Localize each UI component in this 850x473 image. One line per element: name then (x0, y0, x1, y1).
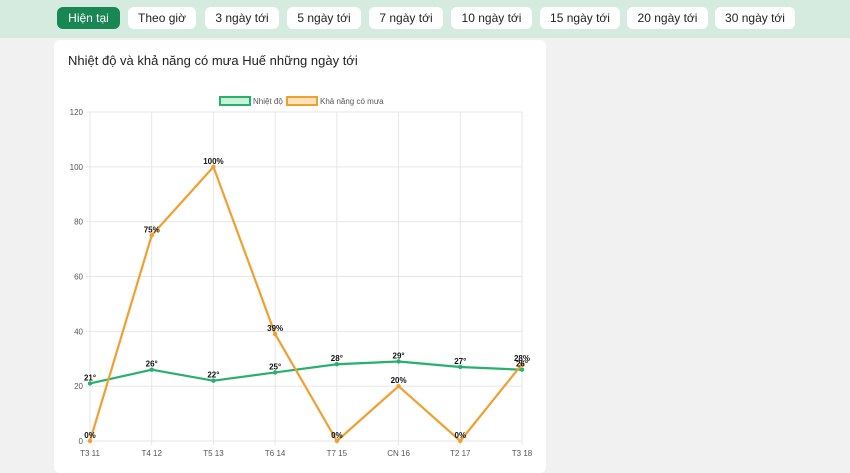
forecast-tab-bar: Hiện tại Theo giờ 3 ngày tới 5 ngày tới … (0, 0, 850, 38)
rain-chance-series-line (88, 165, 523, 443)
rain-chance-point (519, 362, 525, 367)
y-tick-label: 20 (74, 382, 83, 391)
temperature-point (458, 364, 463, 370)
x-tick-label: T4 12 (141, 449, 162, 458)
x-tick-label: CN 16 (387, 449, 410, 458)
chart-grid (86, 111, 523, 445)
tab-hourly[interactable]: Theo giờ (128, 7, 196, 29)
temperature-point (396, 359, 401, 364)
rain-chance-point (272, 331, 278, 337)
rain-chance-point (334, 438, 340, 444)
temperature-point (149, 367, 154, 372)
y-tick-label: 0 (79, 437, 84, 446)
temperature-point (272, 370, 278, 375)
rain-chance-point (458, 438, 463, 444)
tab-20-days[interactable]: 20 ngày tới (627, 7, 708, 29)
rain-chance-point (396, 383, 401, 389)
temperature-point (87, 381, 93, 386)
legend-swatch-temperature[interactable] (219, 96, 251, 106)
temperature-data-label: 26° (146, 360, 158, 369)
rain-chance-data-label: 20% (391, 376, 407, 385)
temperature-series-line (89, 360, 523, 385)
rain-chance-data-label: 0% (331, 431, 343, 440)
temperature-point (519, 367, 525, 372)
temperature-data-label: 26° (516, 360, 528, 369)
rain-chance-point (149, 233, 154, 238)
chart-data-labels: 21° 26° 22° 25° 28° 29° 27° 26° 0% 75% 100% 39% 0% 20… (84, 157, 530, 440)
chart-axes: 0 20 40 60 80 100 120 T3 11 T4 12 T5 13 T6 14 T7 15… (70, 108, 533, 458)
chart-legend: Nhiệt độ Khả năng có mưa (219, 96, 384, 106)
x-tick-label: T3 11 (80, 449, 100, 458)
x-tick-label: T7 15 (327, 449, 348, 458)
tab-15-days[interactable]: 15 ngày tới (540, 7, 620, 29)
x-tick-label: T5 13 (203, 449, 224, 458)
y-tick-label: 40 (74, 327, 83, 336)
tab-10-days[interactable]: 10 ngày tới (451, 7, 532, 29)
temperature-data-label: 21° (84, 373, 96, 382)
rain-chance-data-label: 75% (144, 225, 160, 234)
rain-chance-data-label: 0% (84, 431, 96, 440)
rain-chance-point (87, 438, 93, 444)
tab-current[interactable]: Hiện tại (57, 7, 120, 29)
tab-30-days[interactable]: 30 ngày tới (715, 7, 795, 29)
temperature-data-label: 25° (269, 362, 281, 371)
legend-label-temperature: Nhiệt độ (253, 97, 283, 106)
rain-chance-data-label: 39% (267, 324, 283, 333)
tab-3-days[interactable]: 3 ngày tới (205, 7, 279, 29)
rain-chance-point (211, 164, 216, 170)
temperature-data-label: 29° (393, 351, 405, 360)
temperature-data-label: 27° (454, 357, 466, 366)
chart-card-title: Nhiệt độ và khả năng có mưa Huế những ng… (68, 53, 358, 68)
tab-7-days[interactable]: 7 ngày tới (369, 7, 443, 29)
rain-chance-data-label: 28% (514, 354, 530, 363)
y-tick-label: 60 (74, 273, 83, 282)
temperature-data-label: 28° (331, 354, 343, 363)
x-tick-label: T2 17 (450, 449, 471, 458)
legend-label-rain-chance: Khả năng có mưa (320, 97, 384, 106)
rain-chance-data-label: 0% (455, 431, 467, 440)
temperature-point (211, 378, 216, 383)
x-tick-label: T3 18 (512, 449, 533, 458)
x-tick-label: T6 14 (265, 449, 286, 458)
chart-series (87, 164, 525, 444)
legend-swatch-rain-chance[interactable] (286, 96, 318, 106)
temperature-point (334, 362, 340, 367)
y-tick-label: 80 (74, 218, 83, 227)
tab-5-days[interactable]: 5 ngày tới (287, 7, 361, 29)
y-tick-label: 120 (70, 108, 84, 117)
rain-chance-data-label: 100% (203, 157, 223, 166)
temperature-data-label: 22° (207, 371, 219, 380)
y-tick-label: 100 (70, 163, 84, 172)
